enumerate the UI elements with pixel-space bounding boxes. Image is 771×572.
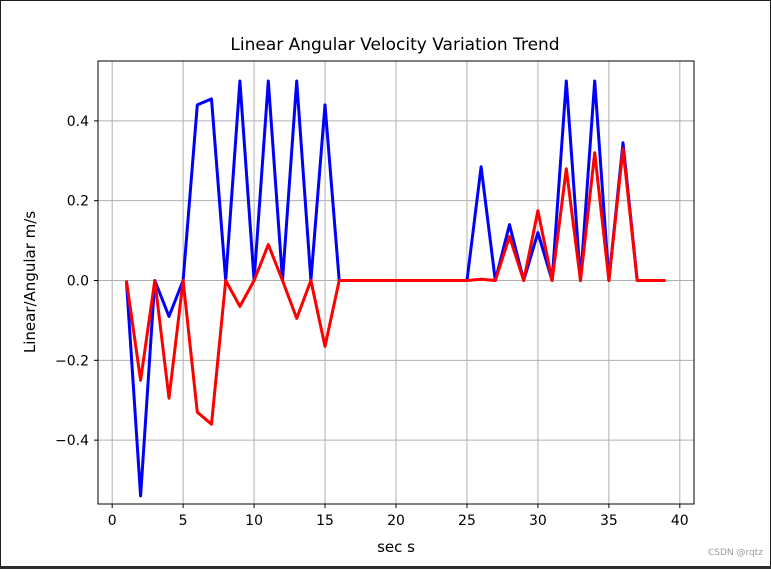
chart-title: Linear Angular Velocity Variation Trend [230, 35, 559, 55]
x-tick-label: 5 [179, 513, 188, 529]
x-tick-label: 20 [387, 513, 405, 529]
grid-lines [98, 61, 694, 504]
y-tick-label: 0.4 [67, 114, 89, 130]
x-tick-label: 25 [458, 513, 476, 529]
watermark: CSDN @rqtz [707, 548, 763, 558]
x-tick-label: 15 [316, 513, 334, 529]
x-axis-label: sec s [377, 538, 415, 556]
y-tick-label: −0.4 [55, 433, 89, 449]
window-bottom-edge [0, 566, 771, 569]
y-tick-label: 0.2 [67, 194, 89, 210]
series-layer [124, 79, 666, 498]
y-axis-label: Linear/Angular m/s [21, 211, 39, 353]
x-tick-label: 10 [245, 513, 263, 529]
x-tick-label: 0 [108, 513, 117, 529]
x-tick-label: 30 [529, 513, 547, 529]
x-axis-ticks: 0 5 10 15 20 25 30 35 40 [108, 504, 689, 529]
y-axis-ticks: −0.4 −0.2 0.0 0.2 0.4 [55, 114, 98, 449]
x-tick-label: 40 [671, 513, 689, 529]
y-tick-label: −0.2 [55, 353, 89, 369]
series-line-1 [124, 147, 666, 426]
x-tick-label: 35 [600, 513, 618, 529]
y-tick-label: 0.0 [67, 274, 89, 290]
